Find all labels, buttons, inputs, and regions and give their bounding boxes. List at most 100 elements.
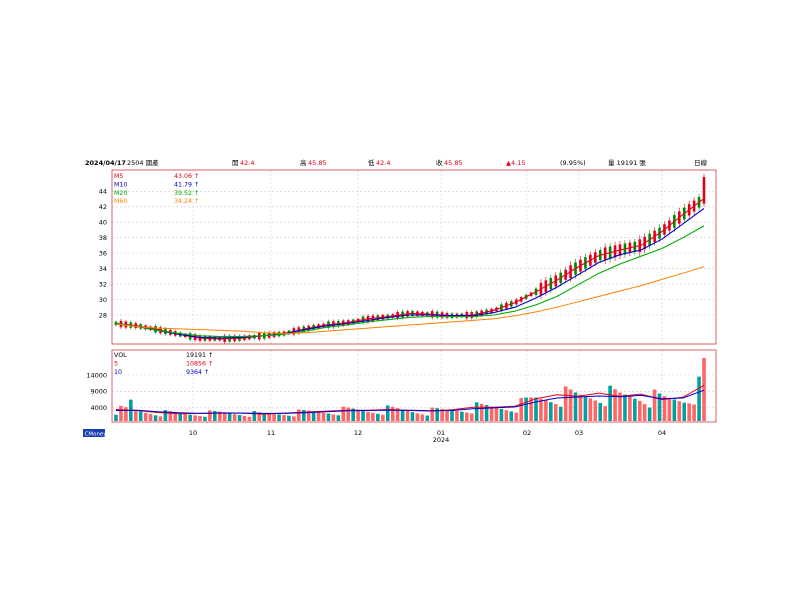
- volume-bar: [213, 410, 217, 421]
- candle-body: [114, 321, 118, 326]
- price-legend-label: M20: [114, 190, 127, 197]
- volume-bar: [351, 408, 355, 421]
- header-open-label: 開: [232, 159, 239, 167]
- volume-bar: [336, 415, 341, 421]
- x-tick-label: 03: [575, 429, 583, 437]
- ma-line-m20: [115, 225, 705, 338]
- volume-bar: [549, 402, 553, 421]
- volume-bar: [608, 385, 612, 421]
- volume-bar: [203, 416, 207, 421]
- header-date: 2024/04/17: [85, 159, 126, 167]
- header-stock: 2504 國產: [127, 158, 159, 167]
- volume-bar: [509, 411, 514, 421]
- price-legend-value: 41.79 ↑: [174, 181, 199, 188]
- volume-bar: [469, 413, 474, 421]
- volume-bar: [173, 412, 178, 421]
- moving-average-lines: [115, 198, 705, 340]
- x-tick-label: 04: [658, 429, 666, 437]
- volume-bar: [465, 412, 469, 421]
- volume-bar: [672, 399, 677, 421]
- volume-bar: [153, 415, 158, 421]
- volume-bar: [553, 404, 558, 421]
- volume-bar: [667, 397, 672, 421]
- x-tick-label: 12: [354, 429, 362, 437]
- x-tick-label: 01: [437, 429, 445, 437]
- volume-bar: [282, 415, 286, 421]
- volume-legend-value: 10856 ↑: [186, 360, 213, 367]
- volume-bar: [124, 407, 128, 421]
- volume-bar: [415, 413, 420, 421]
- volume-bar: [247, 416, 252, 421]
- volume-bar: [514, 412, 519, 421]
- volume-bar: [395, 408, 400, 421]
- volume-bar: [227, 413, 232, 421]
- volume-bar: [208, 410, 212, 421]
- price-tick-label: 28: [99, 311, 107, 319]
- volume-bar: [237, 415, 242, 421]
- volume-bar: [410, 412, 415, 421]
- volume-bar: [613, 389, 617, 421]
- volume-bar: [479, 403, 484, 421]
- cmoney-logo: CMoney: [83, 429, 107, 437]
- volume-bar: [143, 412, 148, 421]
- header-high: 45.85: [308, 159, 327, 167]
- volume-bar: [222, 412, 227, 421]
- volume-bar: [158, 416, 163, 421]
- price-tick-label: 38: [99, 234, 107, 242]
- price-tick-label: 44: [99, 188, 107, 196]
- volume-bar: [652, 389, 657, 421]
- price-tick-label: 32: [99, 280, 107, 288]
- volume-bar: [484, 405, 489, 421]
- volume-bar: [603, 406, 607, 421]
- volume-bar: [277, 414, 281, 421]
- volume-bar: [618, 392, 622, 421]
- volume-bar: [138, 411, 143, 421]
- volume-bar: [455, 410, 459, 421]
- volume-bar: [440, 408, 444, 421]
- volume-bar: [272, 413, 276, 421]
- volume-bar: [697, 376, 701, 421]
- volume-bar: [539, 398, 543, 421]
- volume-bar: [381, 414, 385, 421]
- date-axis: 10 11 12 01 02 03 04 2024: [189, 429, 666, 444]
- volume-bar: [356, 409, 360, 421]
- volume-bar: [292, 416, 296, 421]
- volume-bar: [311, 411, 316, 421]
- price-legend: M5 43.06 ↑ M10 41.79 ↑ M20 39.52 ↑ M60 34.24 ↑: [114, 173, 199, 205]
- volume-bar: [593, 400, 598, 421]
- x-tick-label: 10: [189, 429, 197, 437]
- volume-bar: [529, 397, 533, 421]
- volume-bar: [633, 398, 637, 421]
- volume-bar: [252, 411, 257, 421]
- volume-bar: [425, 415, 430, 421]
- price-tick-label: 34: [99, 265, 107, 273]
- volume-panel-frame: [111, 349, 717, 423]
- volume-bar: [647, 407, 652, 421]
- volume-bar: [583, 396, 588, 421]
- volume-bar: [400, 409, 405, 421]
- logo-text: CMoney: [85, 431, 108, 437]
- ma-line-m60: [115, 266, 705, 335]
- volume-bar: [692, 404, 696, 421]
- volume-bar: [563, 386, 568, 421]
- volume-bar: [519, 398, 523, 421]
- volume-bar: [376, 413, 380, 421]
- volume-bar: [168, 411, 173, 421]
- price-panel-frame: [111, 169, 717, 345]
- volume-bar: [499, 408, 504, 421]
- volume-legend: VOL 19191 ↑ 5 10856 ↑ 10 9364 ↑: [114, 352, 213, 376]
- volume-bar: [450, 410, 454, 421]
- volume-bar: [504, 410, 509, 421]
- volume-bar: [242, 415, 247, 421]
- volume-bar: [489, 406, 494, 421]
- price-legend-value: 43.06 ↑: [174, 173, 199, 180]
- volume-bar: [297, 409, 301, 421]
- header-low-label: 低: [368, 158, 375, 167]
- volume-bar: [188, 414, 192, 421]
- header-close-label: 收: [436, 158, 443, 167]
- header-period: 日線: [694, 158, 708, 167]
- volume-bar: [346, 407, 351, 421]
- volume-bar: [662, 396, 667, 421]
- volume-bar: [588, 398, 593, 421]
